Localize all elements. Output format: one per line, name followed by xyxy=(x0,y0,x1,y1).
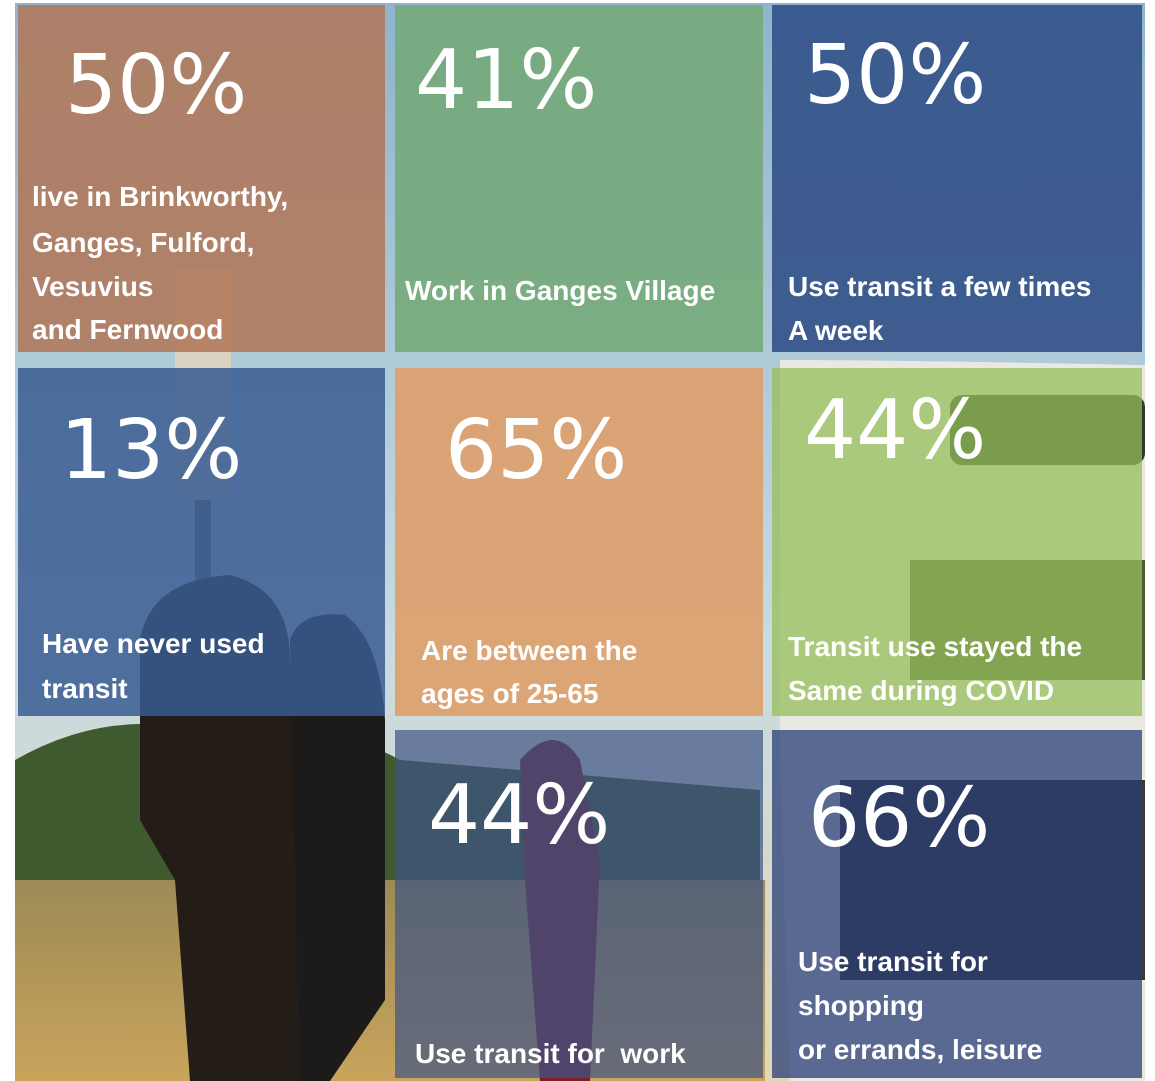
stat-value: 41% xyxy=(415,40,597,122)
infographic: 50% live in Brinkworthy, Ganges, Fulford… xyxy=(0,0,1155,1081)
stat-label: Ganges, Fulford, xyxy=(32,229,254,257)
stat-label: and Fernwood xyxy=(32,316,223,344)
stat-label: Are between the xyxy=(421,637,637,665)
stat-tile: 41% Work in Ganges Village xyxy=(395,5,763,352)
stat-tile: 13% Have never used transit xyxy=(18,368,385,716)
stat-label: Use transit for xyxy=(798,948,988,976)
stat-label: Vesuvius xyxy=(32,273,153,301)
stat-label: Have never used xyxy=(42,630,265,658)
stat-tile: 44% Use transit for work xyxy=(395,730,763,1078)
stat-value: 13% xyxy=(60,410,242,492)
stat-label: or errands, leisure xyxy=(798,1036,1042,1064)
stat-value: 44% xyxy=(804,390,986,472)
stat-value: 66% xyxy=(808,778,990,860)
stat-tile: 65% Are between the ages of 25-65 xyxy=(395,368,763,716)
stat-tile: 50% Use transit a few times A week xyxy=(772,5,1142,352)
stat-tile: 66% Use transit for shopping or errands,… xyxy=(772,730,1142,1078)
stat-tile: 44% Transit use stayed the Same during C… xyxy=(772,368,1142,716)
stat-value: 50% xyxy=(804,35,986,117)
stat-label: A week xyxy=(788,317,883,345)
stat-label: Use transit for work xyxy=(415,1040,686,1068)
stat-tile: 50% live in Brinkworthy, Ganges, Fulford… xyxy=(18,5,385,352)
stat-value: 44% xyxy=(428,775,610,857)
stat-label: live in Brinkworthy, xyxy=(32,183,288,211)
stat-value: 65% xyxy=(445,410,627,492)
stat-label: transit xyxy=(42,675,128,703)
stat-value: 50% xyxy=(65,45,247,127)
stat-label: Transit use stayed the xyxy=(788,633,1082,661)
stat-label: ages of 25-65 xyxy=(421,680,598,708)
stat-label: shopping xyxy=(798,992,924,1020)
stat-label: Same during COVID xyxy=(788,677,1054,705)
stat-label: Work in Ganges Village xyxy=(405,277,715,305)
stat-label: Use transit a few times xyxy=(788,273,1091,301)
